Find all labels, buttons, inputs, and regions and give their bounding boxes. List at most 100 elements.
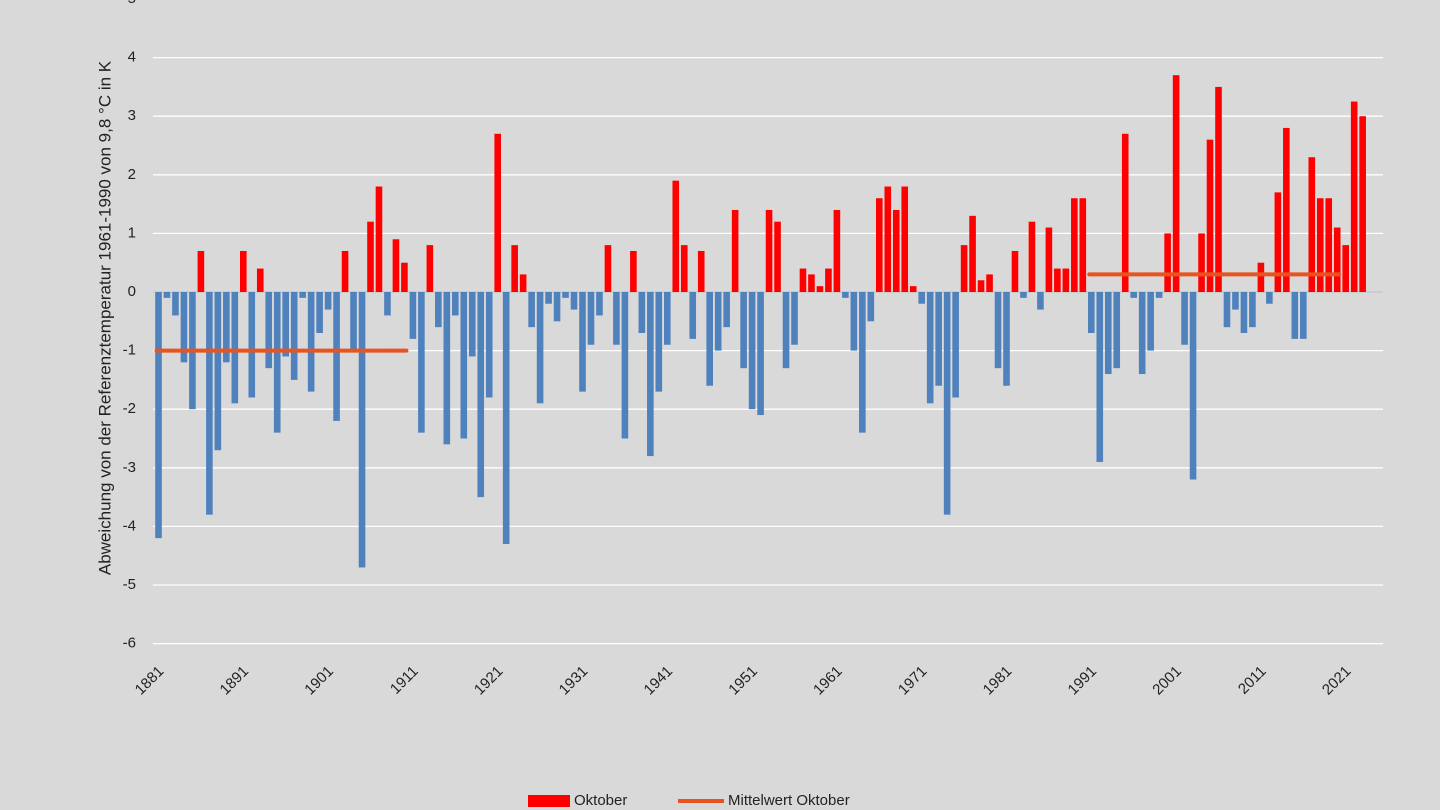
bar (1325, 198, 1333, 292)
bar (969, 215, 976, 292)
bar (155, 292, 162, 539)
bar (935, 292, 942, 386)
bar (757, 292, 764, 416)
y-tick-labels: -6 -5 -4 -3 -2 -1 0 1 2 3 4 5 (123, 0, 136, 652)
bar (596, 292, 603, 316)
bar (333, 292, 340, 421)
bar (1121, 133, 1129, 292)
bar (477, 292, 485, 498)
x-tick-labels: 1881 1891 1901 1911 1921 1931 1941 1951 1961 1971… (132, 663, 1355, 699)
bar (570, 292, 578, 310)
bar (1206, 139, 1214, 292)
bar (1164, 233, 1171, 292)
bar (943, 292, 951, 515)
x-tick-label: 1971 (895, 663, 931, 699)
bar (1011, 250, 1019, 292)
bar (528, 292, 535, 328)
legend-label-oktober: Oktober (574, 792, 628, 809)
bar (384, 292, 391, 316)
bar (307, 292, 315, 392)
bar (214, 292, 222, 451)
x-tick-label: 1951 (725, 663, 761, 699)
bar (587, 292, 595, 345)
bar (536, 292, 544, 404)
bar (994, 292, 1002, 369)
bar (392, 239, 400, 292)
y-tick-label: 2 (128, 166, 136, 183)
bar (206, 292, 213, 515)
y-tick-label: -4 (123, 517, 136, 534)
bar (952, 292, 959, 398)
bar (816, 286, 824, 292)
bar (1020, 292, 1027, 298)
bar (1130, 292, 1137, 298)
bar (1342, 245, 1349, 292)
bar (604, 245, 612, 292)
bar (435, 292, 442, 328)
legend-swatch-line (678, 798, 724, 803)
bar (231, 292, 239, 404)
bar (248, 292, 256, 398)
bar (375, 186, 383, 292)
bar (714, 292, 722, 351)
legend-item-oktober: Oktober (528, 792, 627, 809)
mean-lines (154, 272, 1342, 353)
bar (909, 286, 917, 292)
bar (273, 292, 281, 433)
bar (1350, 101, 1358, 292)
bar (1240, 292, 1248, 334)
bar (859, 292, 866, 433)
bar (316, 292, 323, 334)
x-tick-label: 1921 (471, 663, 507, 699)
bar (1155, 292, 1163, 298)
bar (1232, 292, 1239, 310)
bar (1359, 116, 1366, 292)
y-tick-label: -3 (123, 459, 136, 476)
bar (1062, 268, 1070, 292)
bar (723, 292, 730, 328)
legend-item-mittelwert: Mittelwert Oktober (678, 792, 850, 809)
x-tick-label: 1961 (810, 663, 846, 699)
bar (926, 292, 934, 404)
bar (172, 292, 179, 316)
y-tick-label: 1 (128, 224, 136, 241)
bar (664, 292, 671, 345)
bar (1189, 292, 1197, 480)
bar (977, 280, 985, 292)
bar (1249, 292, 1256, 328)
bar (265, 292, 273, 369)
x-tick-label: 1881 (132, 663, 168, 699)
bar (621, 292, 629, 439)
bar (197, 250, 205, 292)
bar (418, 292, 425, 433)
bar (485, 292, 493, 398)
bar (401, 262, 408, 292)
bar (1138, 292, 1146, 375)
bar (1147, 292, 1154, 351)
y-tick-label: -1 (123, 342, 136, 359)
bar (740, 292, 747, 369)
bar (1300, 292, 1307, 339)
bar (655, 292, 663, 392)
y-tick-label: -2 (123, 400, 136, 417)
bar (1274, 192, 1282, 292)
bar (494, 133, 501, 292)
bar (290, 292, 298, 380)
bar (697, 250, 705, 292)
bar (1223, 292, 1231, 328)
bar (647, 292, 654, 457)
bar (468, 292, 476, 357)
bar (1316, 198, 1324, 292)
bar (324, 292, 332, 310)
bar (1071, 198, 1078, 292)
bar (443, 292, 451, 445)
bar (901, 186, 909, 292)
bar (282, 292, 289, 357)
bar (562, 292, 569, 298)
bar (1215, 86, 1222, 293)
bar (765, 209, 773, 292)
bar (1045, 227, 1053, 292)
bar (452, 292, 459, 316)
x-tick-label: 1901 (301, 663, 337, 699)
bar (579, 292, 586, 392)
